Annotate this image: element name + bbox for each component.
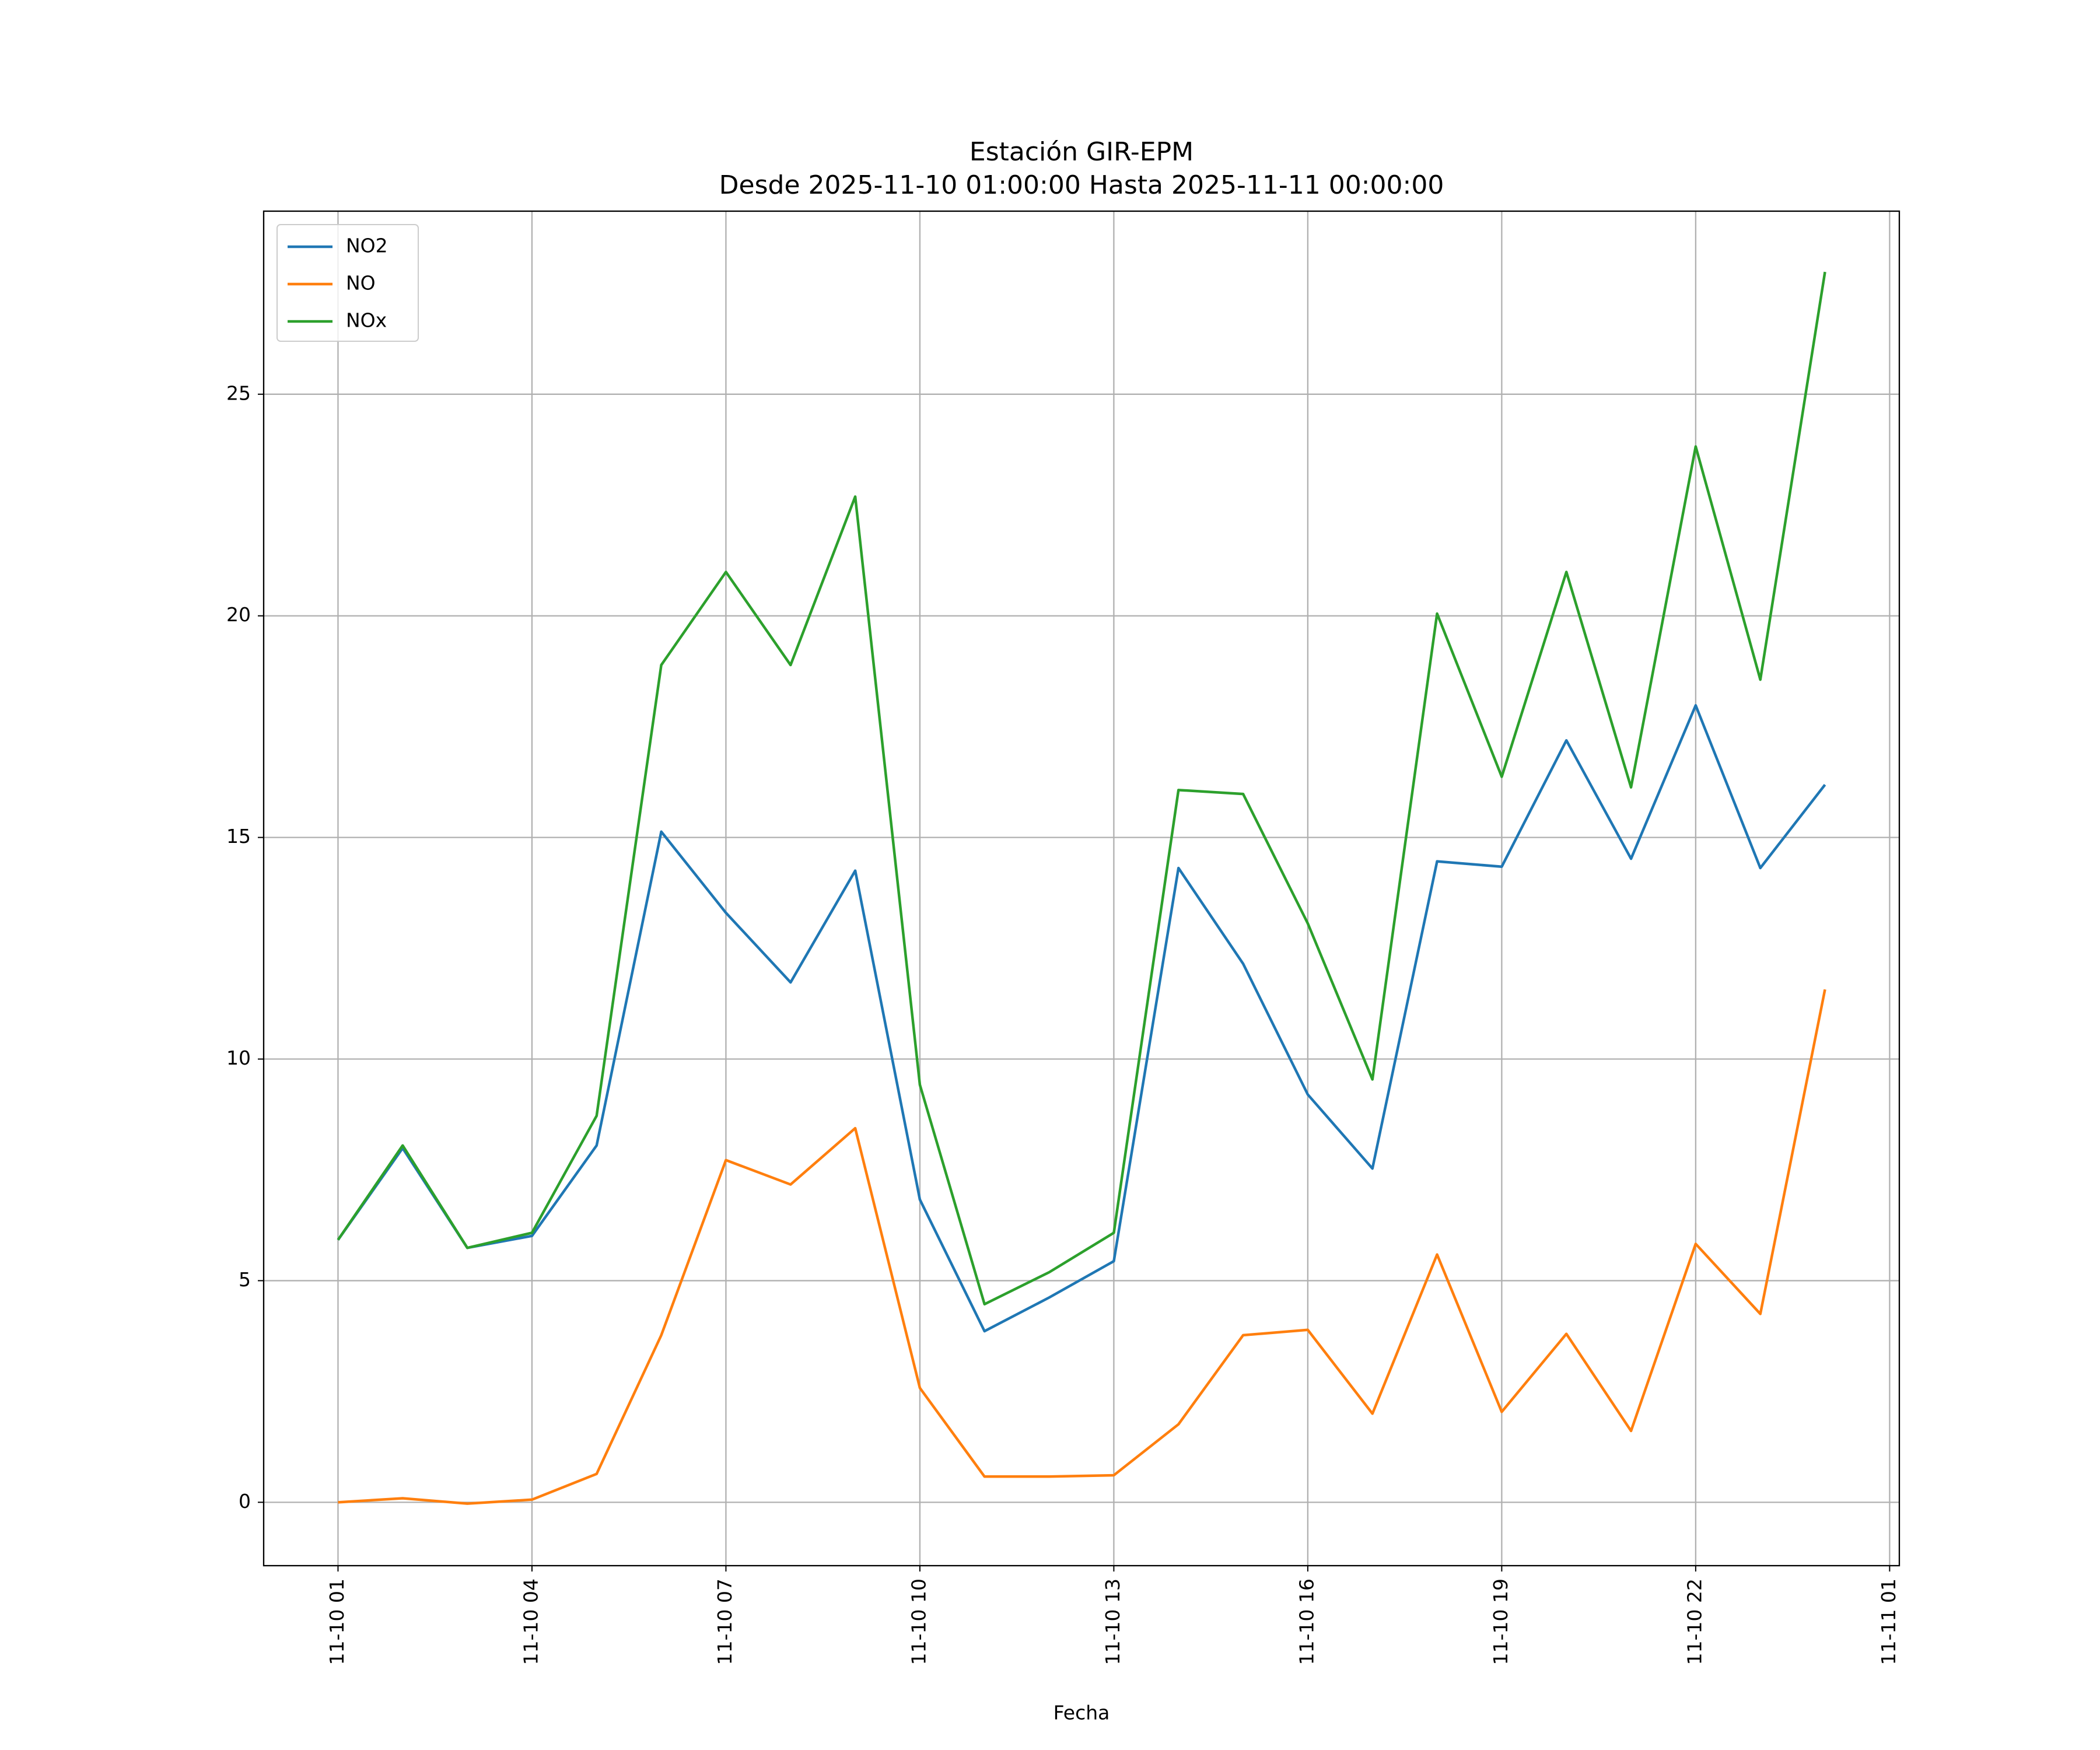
legend-box (276, 224, 419, 342)
legend-label: NO2 (346, 235, 388, 257)
x-tick-label: 11-10 13 (1101, 1578, 1124, 1665)
y-tick-label: 15 (226, 825, 251, 848)
x-tick-label: 11-10 07 (713, 1578, 736, 1665)
x-tick-label: 11-10 01 (326, 1578, 348, 1665)
x-tick-label: 11-10 22 (1683, 1578, 1706, 1665)
line-series (337, 704, 1826, 1333)
line-series (337, 271, 1826, 1306)
x-tick-label: 11-10 10 (907, 1578, 930, 1665)
line-series (338, 989, 1826, 1505)
x-tick-label: 11-11 01 (1877, 1578, 1900, 1665)
x-tick-label: 11-10 16 (1295, 1578, 1318, 1665)
y-tick-label: 25 (226, 382, 251, 404)
y-tick-label: 5 (239, 1268, 251, 1291)
chart-title: Estación GIR-EPM (970, 137, 1194, 167)
y-tick-label: 10 (226, 1046, 251, 1069)
y-tick-label: 0 (239, 1490, 251, 1513)
legend-label: NO (346, 272, 376, 295)
x-axis-label: Fecha (1054, 1702, 1110, 1724)
legend-label: NOx (346, 309, 387, 332)
x-tick-label: 11-10 04 (519, 1578, 542, 1665)
chart-subtitle: Desde 2025-11-10 01:00:00 Hasta 2025-11-… (719, 170, 1444, 200)
x-tick-label: 11-10 19 (1489, 1578, 1512, 1665)
plot-frame (262, 210, 1901, 1567)
y-tick-label: 20 (226, 603, 251, 626)
